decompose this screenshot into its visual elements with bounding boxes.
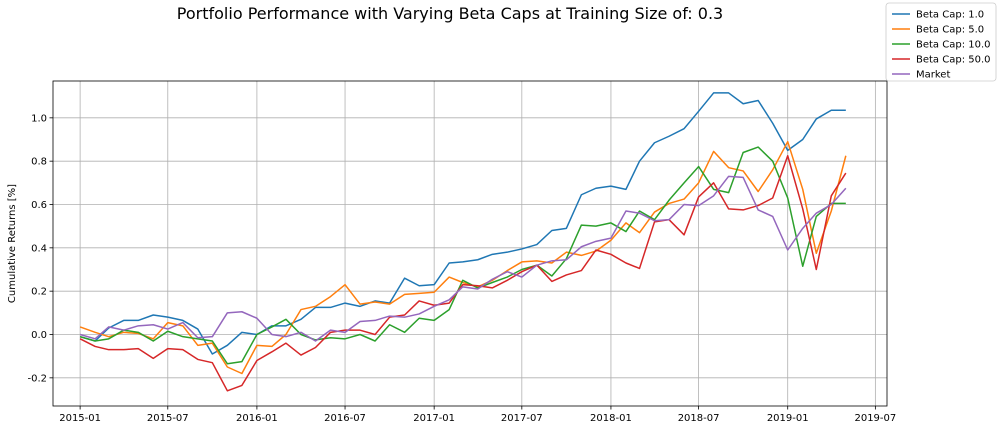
x-tick-label: 2015-07: [147, 413, 189, 424]
legend-box: [885, 2, 997, 82]
series-line-4: [79, 155, 847, 392]
series-line-3: [79, 146, 846, 365]
legend-label: Beta Cap: 1.0: [916, 10, 984, 21]
legend: Beta Cap: 1.0 Beta Cap: 5.0 Beta Cap: 10.0…: [885, 2, 997, 82]
y-tick-label: 0.2: [31, 287, 47, 298]
series-line-5: [79, 175, 847, 342]
y-axis-label: Cumulative Returns [%]: [7, 184, 18, 303]
y-tick-label: -0.2: [27, 373, 47, 384]
legend-label: Beta Cap: 50.0: [916, 55, 991, 66]
y-tick-label: 0.6: [31, 200, 47, 211]
series-line-2: [79, 140, 847, 375]
series-line-1: [79, 92, 846, 355]
x-tick-label: 2017-01: [413, 413, 455, 424]
series-lines: [79, 92, 847, 392]
y-tick-label: 1.0: [31, 113, 47, 124]
legend-label: Market: [916, 70, 950, 81]
y-tick-label: 0.0: [31, 330, 47, 341]
x-tick-label: 2019-07: [854, 413, 896, 424]
y-tick-label: 0.8: [31, 157, 47, 168]
x-tick-label: 2016-01: [236, 413, 278, 424]
axes: 2015-01 2015-07 2016-01 2016-07 2017-01 2017-…: [27, 113, 896, 424]
x-tick-label: 2016-07: [324, 413, 366, 424]
x-tick-label: 2015-01: [59, 413, 101, 424]
x-tick-label: 2017-07: [501, 413, 543, 424]
x-tick-label: 2018-07: [678, 413, 720, 424]
y-tick-label: 0.4: [31, 243, 47, 254]
grid: [53, 81, 887, 406]
plot-frame: [52, 80, 888, 407]
legend-label: Beta Cap: 5.0: [916, 25, 984, 36]
legend-label: Beta Cap: 10.0: [916, 40, 991, 51]
x-tick-label: 2019-01: [767, 413, 809, 424]
x-tick-label: 2018-01: [590, 413, 632, 424]
chart-title: Portfolio Performance with Varying Beta …: [177, 4, 723, 23]
